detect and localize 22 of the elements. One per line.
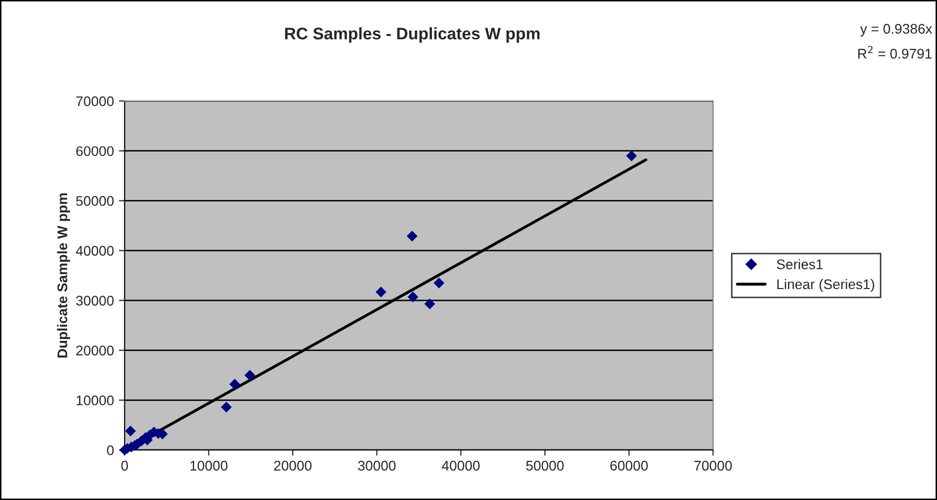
x-tick-label: 10000 xyxy=(190,460,228,471)
x-tick-label: 30000 xyxy=(358,460,396,471)
text: y = 0.9386x xyxy=(860,24,932,36)
x-tick-label: 20000 xyxy=(274,460,312,471)
x-tick-label: 40000 xyxy=(442,460,480,471)
y-tick-label: 10000 xyxy=(76,395,114,406)
legend-label: Series1 xyxy=(776,259,823,270)
x-tick-label: 70000 xyxy=(694,460,732,471)
text: R$^{2}$ = 0.9791 xyxy=(858,46,932,59)
y-tick-label: 40000 xyxy=(76,246,114,256)
y-axis-title: Duplicate Sample W ppm xyxy=(57,193,70,358)
legend-label: Linear (Series1) xyxy=(777,278,874,292)
x-tick-label: 0 xyxy=(121,460,128,471)
y-tick-label: 0 xyxy=(107,445,114,456)
x-tick-label: 50000 xyxy=(526,460,564,471)
x-tick-label: 60000 xyxy=(610,460,648,471)
y-tick-label: 30000 xyxy=(76,296,114,306)
y-tick-label: 50000 xyxy=(76,196,114,206)
y-tick-label: 70000 xyxy=(76,96,114,106)
chart-title: RC Samples - Duplicates W ppm xyxy=(285,27,540,43)
y-tick-label: 20000 xyxy=(76,346,114,356)
y-tick-label: 60000 xyxy=(76,146,114,156)
